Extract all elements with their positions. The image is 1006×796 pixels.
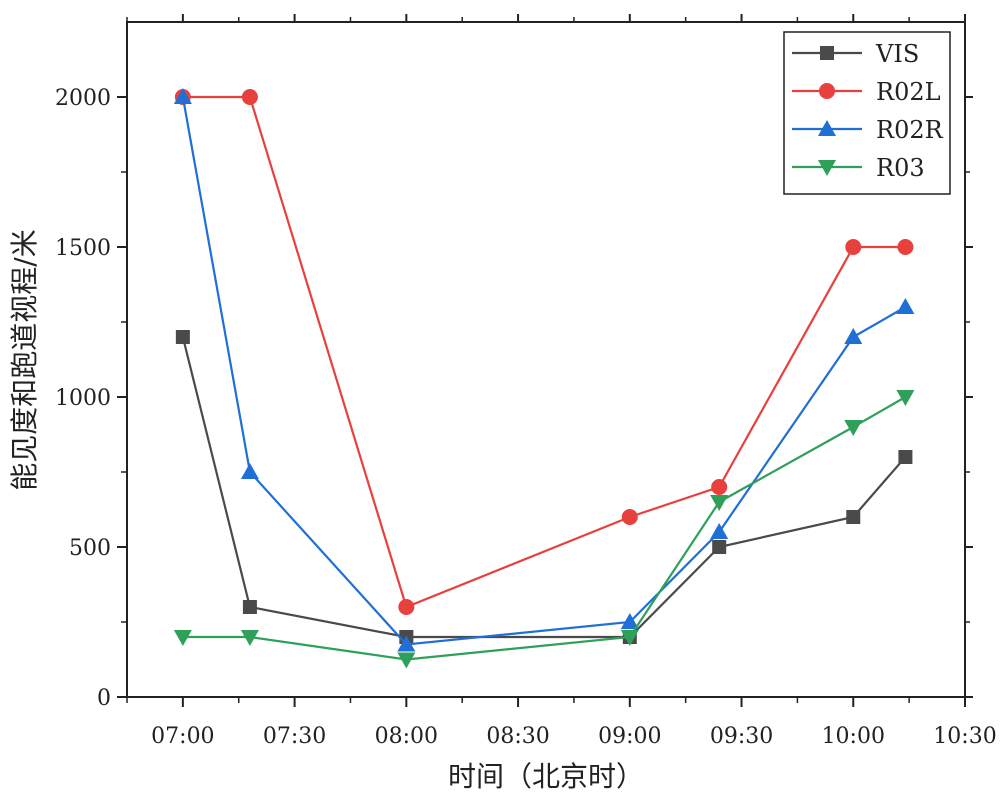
x-tick-label: 09:30: [710, 724, 773, 749]
legend-label: R03: [876, 154, 925, 182]
y-tick-label: 500: [69, 536, 111, 561]
series-line-r03: [182, 396, 906, 661]
legend-marker: [818, 160, 836, 176]
y-tick-label: 0: [97, 686, 111, 711]
series-r02r: [173, 88, 915, 652]
x-tick-label: 08:00: [375, 724, 438, 749]
legend: VIS R02L R02R R03: [783, 31, 951, 195]
legend-label: VIS: [875, 40, 919, 68]
y-axis-title: 能见度和跑道视程/米: [8, 229, 41, 490]
data-point-r02l: [621, 509, 638, 525]
series-vis: [175, 330, 913, 644]
legend-item-r02l: R02L: [792, 78, 941, 106]
data-point-r03: [240, 630, 259, 646]
data-point-r03: [896, 390, 915, 406]
legend-box: [783, 31, 951, 195]
x-tick-label: 10:00: [822, 724, 885, 749]
data-point-r02r: [896, 298, 915, 314]
x-tick-label: 07:30: [263, 724, 326, 749]
y-tick-label: 1000: [55, 386, 111, 411]
data-point-vis: [846, 510, 861, 524]
series-r03: [173, 390, 915, 669]
data-point-r03: [397, 652, 416, 669]
x-tick-label: 07:00: [151, 724, 214, 749]
series-layer: [173, 88, 915, 669]
legend-label: R02R: [876, 116, 944, 144]
axis-ticks: 0 500 1000 1500 2000 07:00 07:30 08:00 08:30 09:0…: [55, 14, 997, 749]
data-point-r02r: [710, 523, 729, 539]
x-axis-title: 时间（北京时）: [448, 760, 644, 793]
legend-marker: [820, 46, 834, 60]
legend-item-vis: VIS: [792, 40, 919, 68]
data-point-r02l: [711, 479, 728, 495]
x-tick-label: 09:00: [598, 724, 661, 749]
data-point-r02l: [897, 239, 914, 255]
data-point-r03: [173, 630, 192, 646]
data-point-r03: [844, 420, 863, 436]
data-point-r03: [710, 495, 729, 511]
data-point-r02r: [844, 328, 863, 344]
x-tick-label: 08:30: [486, 724, 549, 749]
data-point-vis: [898, 450, 913, 464]
data-point-r02l: [845, 239, 862, 255]
legend-marker: [818, 120, 836, 136]
data-point-r02r: [620, 613, 639, 629]
x-tick-label: 10:30: [933, 724, 996, 749]
data-point-r02r: [173, 88, 192, 104]
data-point-r02r: [397, 635, 416, 652]
legend-item-r03: R03: [792, 154, 925, 182]
data-point-r02l: [241, 89, 258, 105]
data-point-vis: [242, 600, 257, 614]
data-point-vis: [712, 540, 727, 554]
data-point-r03: [620, 630, 639, 646]
data-point-r02l: [398, 599, 415, 615]
data-point-vis: [175, 330, 190, 344]
plot-frame: [126, 21, 966, 698]
legend-item-r02r: R02R: [792, 116, 944, 144]
series-line-vis: [181, 336, 907, 639]
legend-marker: [819, 83, 835, 99]
data-point-r02r: [240, 463, 259, 479]
legend-label: R02L: [876, 78, 941, 106]
y-tick-label: 1500: [55, 236, 111, 261]
y-tick-label: 2000: [55, 86, 111, 111]
